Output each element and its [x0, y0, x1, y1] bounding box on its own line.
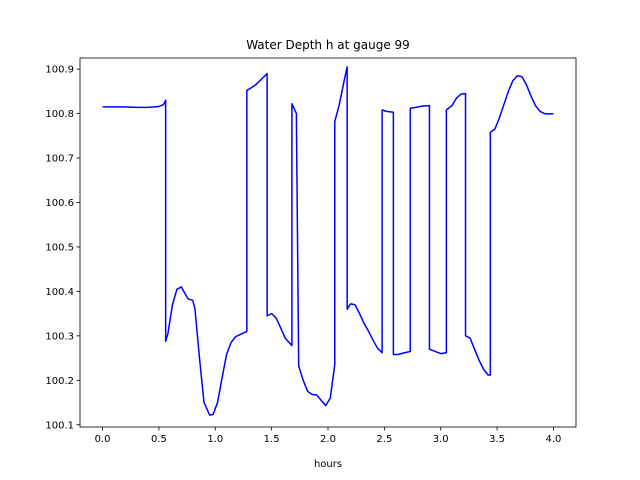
- y-tick-label: 100.8: [45, 109, 74, 120]
- x-tick-label: 2.0: [320, 434, 336, 445]
- y-tick-label: 100.4: [45, 287, 74, 298]
- x-tick-label: 4.0: [546, 434, 562, 445]
- y-tick-label: 100.6: [45, 198, 74, 209]
- x-axis-ticks: 0.0 0.5 1.0 1.5 2.0 2.5 3.0 3.5 4.0: [95, 427, 562, 445]
- x-tick-label: 3.0: [433, 434, 449, 445]
- y-tick-label: 100.5: [45, 242, 74, 253]
- y-tick-label: 100.3: [45, 331, 74, 342]
- y-tick-label: 100.1: [45, 420, 74, 431]
- y-tick-label: 100.2: [45, 376, 74, 387]
- x-tick-label: 0.5: [151, 434, 167, 445]
- x-tick-label: 2.5: [376, 434, 392, 445]
- chart-title: Water Depth h at gauge 99: [246, 38, 410, 52]
- x-tick-label: 1.5: [264, 434, 280, 445]
- series-line-0: [102, 66, 554, 416]
- x-tick-label: 0.0: [95, 434, 111, 445]
- x-tick-label: 1.0: [207, 434, 223, 445]
- y-tick-label: 100.7: [45, 154, 74, 165]
- x-tick-label: 3.5: [489, 434, 505, 445]
- x-axis-label: hours: [314, 459, 342, 470]
- y-tick-label: 100.9: [45, 65, 74, 76]
- y-axis-ticks: 100.1 100.2 100.3 100.4 100.5 100.6 100.7 100.8…: [45, 65, 80, 431]
